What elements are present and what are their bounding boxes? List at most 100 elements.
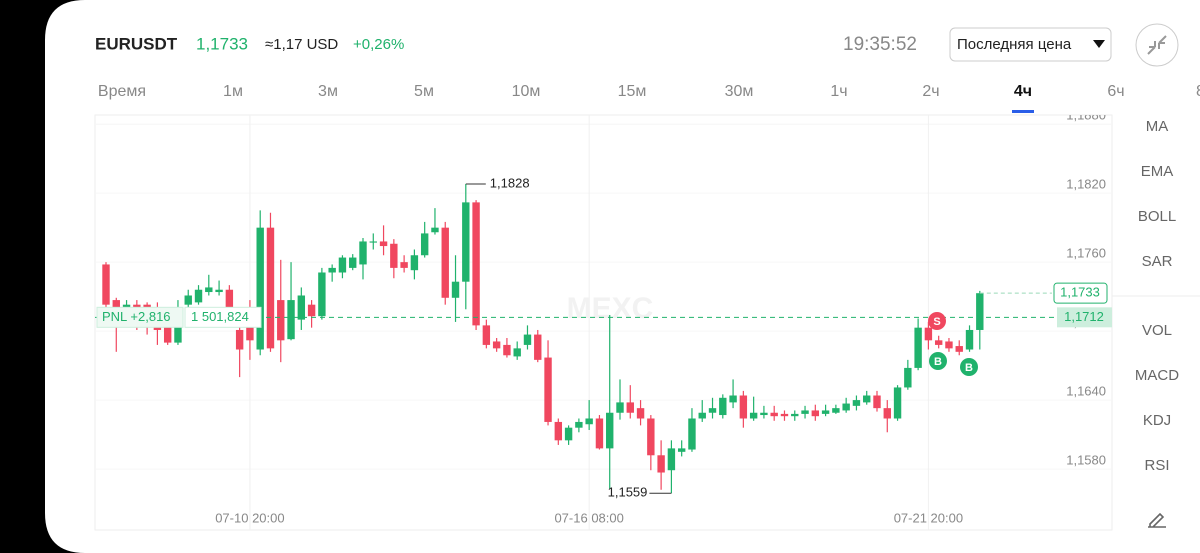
- indicator[interactable]: EMA: [1141, 163, 1174, 180]
- candle-body: [677, 448, 686, 452]
- candle-body: [852, 400, 861, 406]
- timeframe[interactable]: 4ч: [1014, 83, 1032, 100]
- y-tick-label: 1,1760: [1066, 246, 1106, 261]
- entry-box: [1057, 307, 1112, 328]
- indicator[interactable]: KDJ: [1143, 412, 1171, 429]
- indicator[interactable]: MACD: [1135, 367, 1179, 384]
- price-type-dropdown[interactable]: [949, 27, 1112, 62]
- candle-body: [739, 395, 748, 419]
- candle-body: [297, 295, 306, 320]
- candle-body: [863, 395, 871, 403]
- candle-body: [945, 341, 953, 349]
- collapse-button[interactable]: [1135, 23, 1179, 67]
- candle-body: [749, 412, 758, 419]
- indicator[interactable]: RSI: [1144, 457, 1169, 474]
- candle-body: [688, 418, 696, 450]
- candle-body: [184, 295, 192, 305]
- candle-body: [873, 395, 881, 409]
- candle-body: [523, 334, 532, 345]
- timeframe[interactable]: 3м: [318, 83, 338, 100]
- min-label: 1,1559: [608, 485, 648, 500]
- candle-body: [616, 402, 624, 413]
- draw-icon[interactable]: [1148, 512, 1166, 528]
- x-tick-label: 07-10 20:00: [215, 510, 284, 525]
- candle-body: [657, 455, 665, 473]
- candle-body: [349, 257, 357, 268]
- candle-body: [606, 412, 614, 449]
- last-price-label: 1,1733: [1060, 285, 1100, 300]
- candle-body: [174, 318, 182, 343]
- timeframe[interactable]: 8ч: [1196, 83, 1200, 100]
- candle-body: [883, 408, 891, 419]
- candle-body: [719, 397, 727, 416]
- candle-body: [420, 233, 429, 256]
- candle-body: [328, 267, 336, 273]
- candle-body: [760, 412, 768, 416]
- timeframe[interactable]: 1ч: [830, 83, 847, 100]
- amount: 1 501,824: [191, 309, 249, 324]
- candle-body: [575, 421, 583, 428]
- candle-body: [266, 227, 275, 349]
- candle-body: [904, 367, 912, 388]
- candle-body: [400, 262, 408, 268]
- indicator[interactable]: VOL: [1142, 322, 1172, 339]
- timeframe[interactable]: 6ч: [1107, 83, 1124, 100]
- candle-body: [503, 344, 511, 356]
- candle-body: [698, 412, 706, 419]
- candle-body: [791, 413, 799, 417]
- trade-label: S: [933, 316, 940, 328]
- candle-body: [811, 410, 820, 417]
- candle-body: [194, 289, 203, 303]
- candle-body: [770, 412, 778, 417]
- trade-marker: [928, 312, 946, 330]
- max-label: 1,1828: [490, 175, 530, 190]
- candle-body: [205, 287, 213, 293]
- pnl: PNL +2,816: [102, 309, 171, 324]
- indicator[interactable]: SAR: [1142, 253, 1173, 270]
- candle-body: [102, 264, 110, 305]
- candle-body: [636, 408, 645, 419]
- candle-body: [667, 448, 676, 471]
- candle-body: [163, 318, 172, 343]
- candle-body: [924, 327, 933, 341]
- candle-body: [318, 272, 326, 317]
- candle-body: [492, 341, 501, 349]
- candle-body: [554, 421, 563, 441]
- y-tick-label: 1,1880: [1066, 108, 1106, 123]
- timeframe[interactable]: Время: [98, 83, 146, 100]
- candle-body: [390, 243, 398, 268]
- amount-box: [184, 306, 262, 328]
- candle-body: [976, 293, 984, 330]
- candle-body: [359, 241, 367, 265]
- symbol[interactable]: EURUSDT: [95, 34, 178, 53]
- candle-body: [287, 300, 295, 340]
- price-type[interactable]: Последняя цена: [957, 36, 1072, 53]
- timeframe[interactable]: 5м: [414, 83, 434, 100]
- candle-body: [235, 329, 244, 350]
- timeframe[interactable]: 2ч: [922, 83, 939, 100]
- indicator[interactable]: BOLL: [1138, 208, 1176, 225]
- timeframe[interactable]: 1м: [223, 83, 243, 100]
- candle-body: [410, 255, 419, 271]
- timeframe-underline: [1012, 110, 1034, 113]
- y-tick-label: 1,1820: [1066, 177, 1106, 192]
- candle-body: [914, 327, 922, 368]
- collapse-icon: [1147, 35, 1167, 55]
- candle-body: [595, 418, 604, 449]
- timeframe[interactable]: 15м: [618, 83, 647, 100]
- candle-body: [215, 289, 223, 293]
- timeframe[interactable]: 10м: [512, 83, 541, 100]
- timeframe[interactable]: 30м: [725, 83, 754, 100]
- candle-body: [934, 340, 943, 345]
- candle-body: [338, 257, 347, 273]
- candle-body: [832, 408, 840, 413]
- last-price-box: [1053, 282, 1108, 304]
- indicator[interactable]: MA: [1146, 118, 1169, 135]
- candle-body: [441, 227, 449, 298]
- candle-body: [564, 427, 573, 441]
- candle-body: [780, 413, 789, 417]
- candle-body: [277, 300, 285, 341]
- candle-body: [708, 408, 717, 413]
- entry-label: 1,1712: [1064, 309, 1104, 324]
